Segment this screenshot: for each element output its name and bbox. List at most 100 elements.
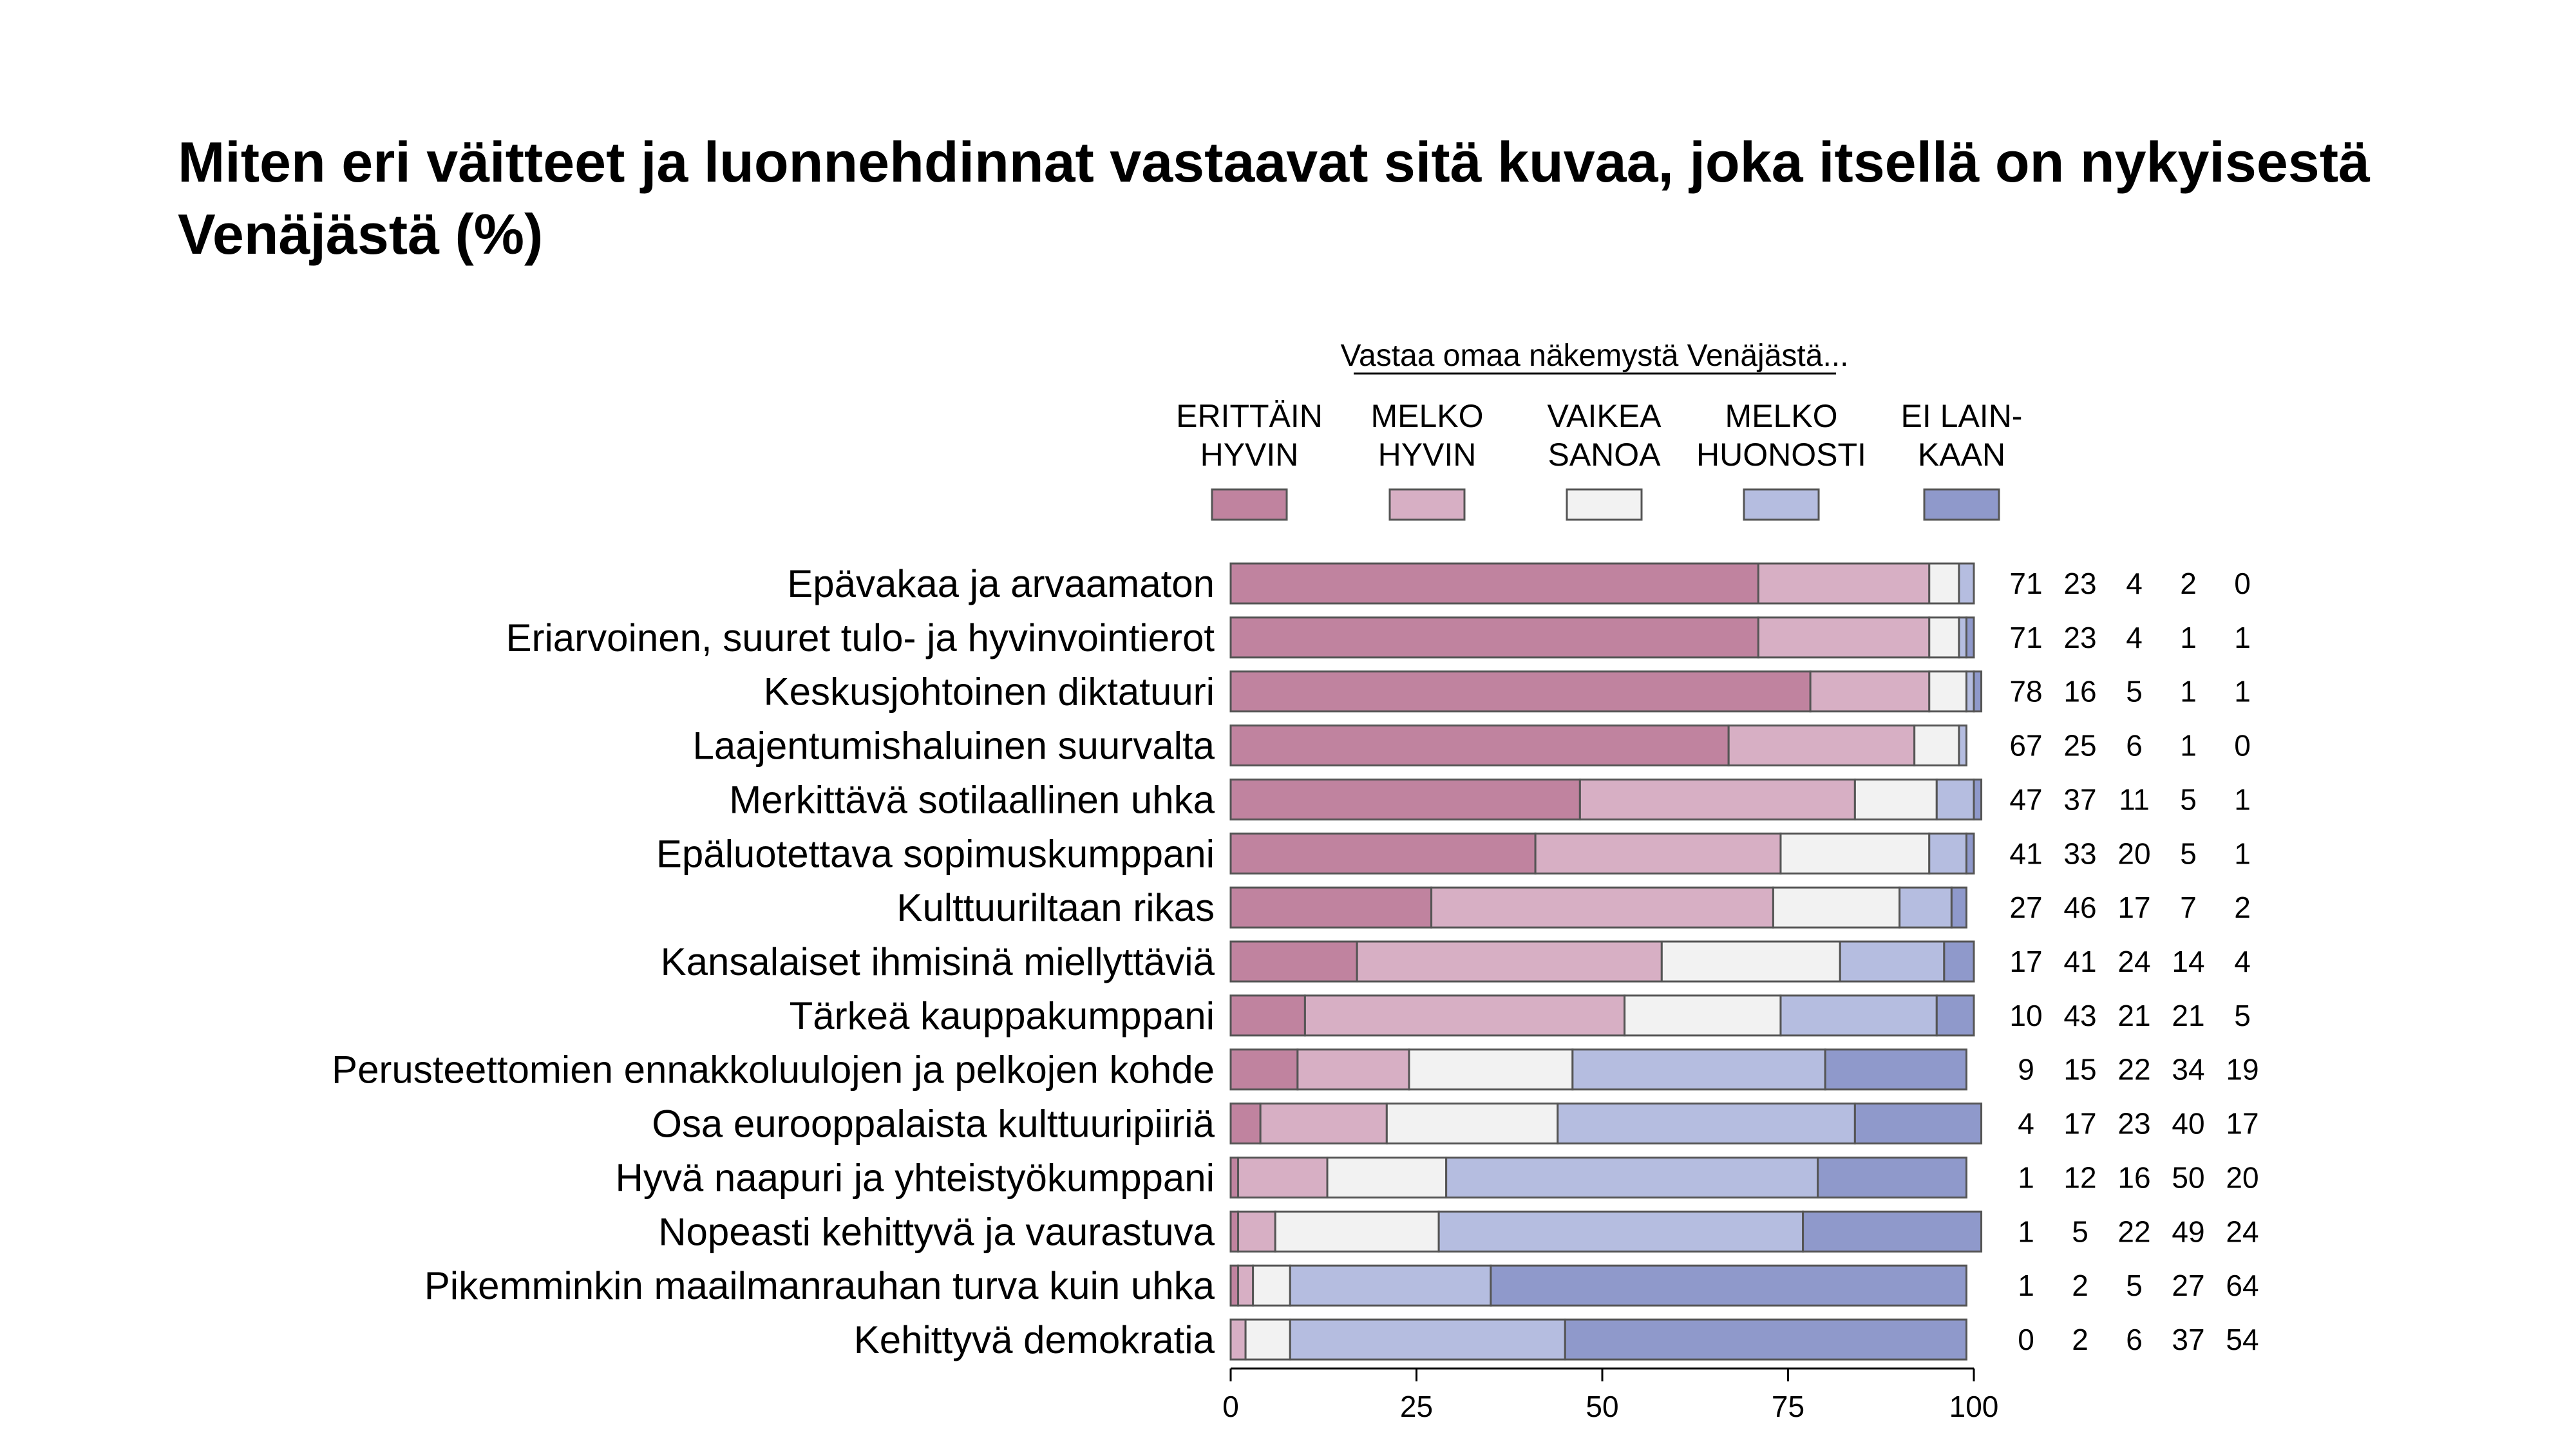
value-label: 71 bbox=[2009, 621, 2042, 654]
bar-segment bbox=[1935, 994, 1975, 1037]
bar-segment bbox=[1229, 616, 1759, 659]
value-label: 5 bbox=[2180, 782, 2197, 816]
bar-segment bbox=[1928, 562, 1960, 605]
bar-segment bbox=[1660, 940, 1841, 983]
value-label: 37 bbox=[2063, 782, 2096, 816]
legend-label: SANOA bbox=[1548, 437, 1661, 473]
value-label: 5 bbox=[2126, 1269, 2143, 1302]
value-label: 4 bbox=[2234, 945, 2251, 978]
bar-segment bbox=[1853, 778, 1938, 820]
value-label: 17 bbox=[2117, 891, 2150, 924]
category-label: Epäluotettava sopimuskumppani bbox=[656, 832, 1215, 875]
value-label: 17 bbox=[2063, 1107, 2096, 1141]
bar-row bbox=[1229, 1156, 1967, 1198]
x-tick-label: 75 bbox=[1772, 1390, 1804, 1423]
x-axis: 0 25 50 75 100 bbox=[1222, 1367, 1999, 1423]
bar-segment bbox=[1913, 724, 1960, 767]
x-tick-label: 100 bbox=[1949, 1390, 1999, 1423]
bar-segment bbox=[1817, 1156, 1967, 1198]
page-title: Miten eri väitteet ja luonnehdinnat vast… bbox=[178, 130, 2370, 266]
value-label: 15 bbox=[2063, 1053, 2096, 1086]
bar-segment bbox=[1289, 1318, 1566, 1361]
value-label: 17 bbox=[2226, 1107, 2259, 1141]
value-label: 67 bbox=[2009, 729, 2042, 762]
value-label: 4 bbox=[2126, 621, 2143, 654]
value-label: 2 bbox=[2072, 1269, 2088, 1302]
legend-swatch bbox=[1388, 488, 1466, 521]
bar-row bbox=[1229, 670, 1983, 713]
legend-label: EI LAIN- bbox=[1901, 398, 2023, 434]
value-label: 4 bbox=[2126, 567, 2143, 600]
category-label: Keskusjohtoinen diktatuuri bbox=[764, 670, 1215, 714]
bar-row bbox=[1229, 940, 1975, 983]
bar-segment bbox=[1958, 616, 1967, 659]
value-label: 23 bbox=[2063, 567, 2096, 600]
category-label: Merkittävä sotilaallinen uhka bbox=[729, 778, 1215, 821]
bar-row bbox=[1229, 724, 1967, 767]
value-label: 49 bbox=[2172, 1215, 2204, 1248]
value-label: 21 bbox=[2172, 999, 2204, 1032]
value-label: 1 bbox=[2180, 621, 2197, 654]
bar-segment bbox=[1244, 1318, 1291, 1361]
value-label: 0 bbox=[2018, 1323, 2034, 1356]
category-label: Epävakaa ja arvaamaton bbox=[787, 562, 1215, 605]
legend-label: MELKO bbox=[1725, 398, 1837, 434]
category-label: Hyvä naapuri ja yhteistyökumppani bbox=[616, 1156, 1215, 1199]
bar-segment bbox=[1437, 1210, 1804, 1253]
value-label: 25 bbox=[2063, 729, 2096, 762]
value-label: 1 bbox=[2234, 782, 2251, 816]
bar-row bbox=[1229, 778, 1983, 820]
category-label: Nopeasti kehittyvä ja vaurastuva bbox=[658, 1210, 1215, 1253]
value-label: 2 bbox=[2234, 891, 2251, 924]
value-label: 37 bbox=[2172, 1323, 2204, 1356]
value-label: 47 bbox=[2009, 782, 2042, 816]
value-label: 54 bbox=[2226, 1323, 2259, 1356]
bar-segment bbox=[1430, 886, 1774, 929]
value-label: 1 bbox=[2234, 621, 2251, 654]
bar-segment bbox=[1229, 1264, 1240, 1307]
value-label: 20 bbox=[2226, 1160, 2259, 1194]
legend-title: Vastaa omaa näkemystä Venäjästä... bbox=[1341, 339, 1849, 373]
bar-segment bbox=[1928, 832, 1967, 875]
value-label: 27 bbox=[2172, 1269, 2204, 1302]
bar-segment bbox=[1727, 724, 1916, 767]
value-label: 41 bbox=[2063, 945, 2096, 978]
bar-segment bbox=[1252, 1264, 1291, 1307]
bar-row bbox=[1229, 1318, 1967, 1361]
bar-segment bbox=[1229, 1318, 1247, 1361]
bar-segment bbox=[1943, 940, 1975, 983]
value-label: 46 bbox=[2063, 891, 2096, 924]
value-label: 34 bbox=[2172, 1053, 2204, 1086]
value-label: 71 bbox=[2009, 567, 2042, 600]
value-label: 1 bbox=[2234, 837, 2251, 870]
bar-segment bbox=[1779, 994, 1938, 1037]
bar-segment bbox=[1229, 1103, 1262, 1145]
bar-segment bbox=[1237, 1264, 1255, 1307]
legend-swatch bbox=[1566, 488, 1643, 521]
legend-label: HYVIN bbox=[1378, 437, 1477, 473]
bar-segment bbox=[1534, 832, 1782, 875]
bar-segment bbox=[1229, 940, 1358, 983]
value-label: 1 bbox=[2180, 729, 2197, 762]
value-label: 33 bbox=[2063, 837, 2096, 870]
bar-segment bbox=[1274, 1210, 1440, 1253]
value-label: 20 bbox=[2117, 837, 2150, 870]
value-label: 22 bbox=[2117, 1053, 2150, 1086]
value-label: 11 bbox=[2119, 782, 2150, 816]
bar-row bbox=[1229, 1103, 1983, 1145]
bar-segment bbox=[1229, 1210, 1240, 1253]
bar-segment bbox=[1853, 1103, 1983, 1145]
value-label: 9 bbox=[2018, 1053, 2034, 1086]
bar-segment bbox=[1229, 994, 1306, 1037]
value-label: 0 bbox=[2234, 729, 2251, 762]
value-label: 4 bbox=[2018, 1107, 2034, 1141]
bar-segment bbox=[1899, 886, 1953, 929]
value-label: 1 bbox=[2018, 1160, 2034, 1194]
bar-segment bbox=[1965, 832, 1975, 875]
value-label: 5 bbox=[2126, 675, 2143, 708]
bar-segment bbox=[1303, 994, 1626, 1037]
bar-segment bbox=[1229, 832, 1537, 875]
value-label: 6 bbox=[2126, 1323, 2143, 1356]
bar-segment bbox=[1973, 670, 1983, 713]
